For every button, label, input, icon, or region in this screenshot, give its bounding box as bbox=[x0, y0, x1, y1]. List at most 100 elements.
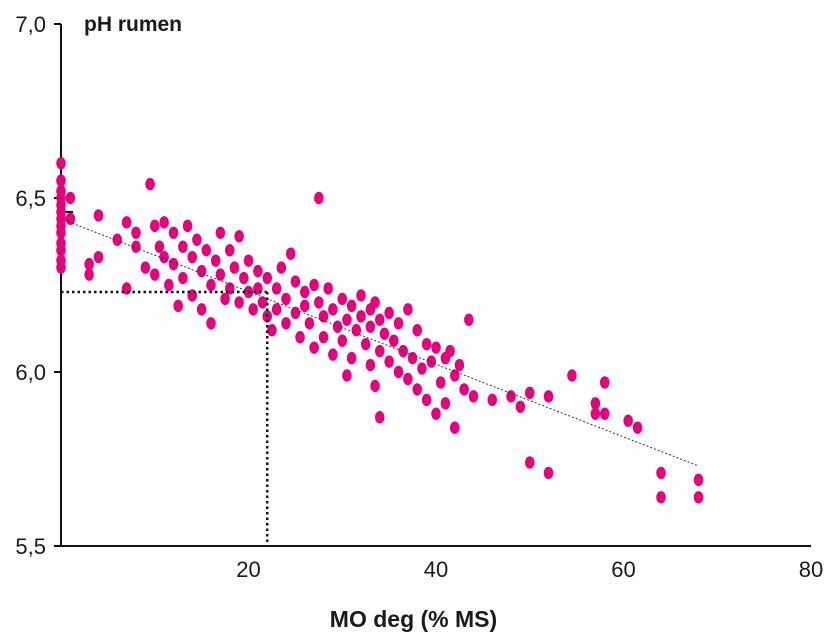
data-point bbox=[290, 275, 301, 288]
data-point bbox=[140, 261, 151, 274]
data-point bbox=[328, 303, 338, 316]
data-point bbox=[590, 397, 601, 410]
data-point bbox=[342, 369, 352, 382]
data-point bbox=[299, 299, 310, 313]
data-point bbox=[309, 341, 319, 354]
data-point bbox=[398, 344, 408, 358]
data-point bbox=[215, 268, 226, 281]
data-point bbox=[309, 278, 319, 292]
data-point bbox=[182, 219, 193, 233]
data-point bbox=[112, 233, 123, 246]
data-point bbox=[459, 383, 469, 396]
data-point bbox=[365, 358, 376, 372]
data-point bbox=[178, 271, 188, 285]
data-point bbox=[56, 174, 66, 187]
data-point bbox=[524, 386, 535, 400]
data-point bbox=[314, 296, 324, 309]
data-point bbox=[206, 278, 216, 292]
data-point bbox=[417, 362, 427, 375]
data-point bbox=[632, 421, 643, 434]
data-point bbox=[145, 177, 155, 191]
data-point bbox=[56, 261, 66, 274]
data-point bbox=[159, 250, 169, 264]
data-point bbox=[248, 303, 258, 316]
data-point bbox=[346, 299, 357, 313]
data-point bbox=[656, 491, 666, 504]
data-point bbox=[220, 292, 230, 306]
data-point bbox=[370, 296, 380, 309]
data-point bbox=[210, 254, 221, 267]
data-point bbox=[693, 473, 704, 487]
data-point bbox=[431, 341, 441, 354]
data-point bbox=[351, 324, 362, 337]
data-point bbox=[93, 209, 104, 222]
data-point bbox=[412, 324, 423, 337]
data-point bbox=[224, 244, 235, 257]
y-ticks: 5,5 6,0 6,5 7,0 bbox=[15, 12, 73, 559]
data-point bbox=[192, 233, 202, 246]
data-point bbox=[290, 306, 301, 320]
data-point bbox=[318, 310, 329, 323]
data-point bbox=[445, 344, 455, 358]
data-point bbox=[281, 317, 291, 330]
data-point bbox=[384, 306, 394, 320]
data-point bbox=[164, 278, 174, 292]
data-point bbox=[267, 324, 277, 337]
data-point bbox=[173, 299, 183, 313]
data-point bbox=[356, 289, 366, 302]
data-point bbox=[374, 344, 385, 358]
data-point bbox=[239, 271, 249, 285]
data-point bbox=[543, 466, 554, 480]
data-point bbox=[515, 400, 526, 413]
data-point bbox=[435, 376, 446, 389]
data-point bbox=[196, 303, 207, 316]
data-point bbox=[454, 358, 465, 372]
data-point bbox=[656, 466, 666, 480]
data-point bbox=[403, 372, 413, 386]
y-tick-label: 7,0 bbox=[15, 12, 46, 37]
data-point bbox=[271, 282, 282, 295]
data-point bbox=[84, 257, 94, 271]
data-point bbox=[285, 247, 296, 260]
x-axis-label: MO deg (% MS) bbox=[329, 606, 498, 632]
data-point bbox=[374, 411, 385, 424]
data-point bbox=[234, 296, 244, 309]
data-point bbox=[407, 351, 418, 365]
data-points bbox=[56, 157, 704, 504]
x-tick-label: 80 bbox=[799, 557, 823, 582]
data-point bbox=[379, 327, 390, 340]
data-point bbox=[337, 292, 348, 306]
data-point bbox=[524, 456, 535, 469]
data-point bbox=[356, 310, 366, 323]
data-point bbox=[257, 296, 268, 309]
data-point bbox=[599, 407, 610, 420]
data-point bbox=[403, 303, 413, 316]
data-point bbox=[304, 317, 315, 330]
trend-line bbox=[60, 218, 699, 467]
data-point bbox=[56, 244, 66, 257]
data-point bbox=[543, 390, 554, 403]
data-point bbox=[253, 264, 263, 278]
data-point bbox=[464, 313, 474, 326]
data-point bbox=[243, 254, 254, 267]
data-point bbox=[599, 376, 610, 389]
data-point bbox=[431, 407, 441, 420]
data-point bbox=[234, 230, 244, 243]
data-point bbox=[346, 351, 357, 365]
data-point bbox=[389, 334, 399, 347]
data-point bbox=[440, 397, 451, 410]
data-point bbox=[149, 268, 160, 281]
data-point bbox=[693, 491, 704, 504]
data-point bbox=[342, 313, 352, 326]
plot-area: 5,5 6,0 6,5 7,0 20 40 60 80 pH rumen bbox=[15, 12, 823, 582]
data-point bbox=[412, 383, 423, 396]
data-point bbox=[623, 414, 633, 427]
data-point bbox=[370, 379, 380, 393]
data-point bbox=[271, 303, 282, 316]
data-point bbox=[65, 191, 76, 205]
data-point bbox=[121, 216, 132, 229]
data-point bbox=[149, 219, 160, 233]
data-point bbox=[328, 348, 338, 361]
data-point bbox=[196, 264, 207, 278]
